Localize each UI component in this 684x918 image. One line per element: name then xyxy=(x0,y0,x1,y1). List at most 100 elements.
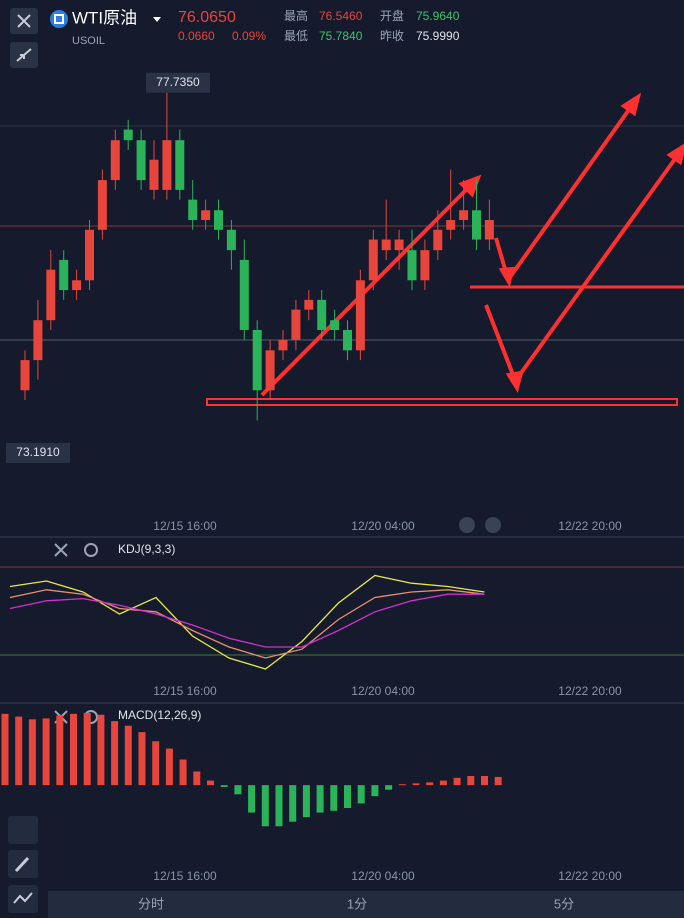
macd-bar xyxy=(28,719,36,786)
candle-body xyxy=(446,220,456,230)
last-price: 76.0650 xyxy=(178,9,236,26)
macd-bar xyxy=(15,716,23,786)
macd-bar xyxy=(467,776,475,786)
candle-body xyxy=(123,129,133,141)
tab[interactable]: 5分 xyxy=(554,896,574,911)
candle-body xyxy=(407,250,417,281)
macd-bar xyxy=(453,777,461,786)
price-change: 0.0660 xyxy=(178,29,215,43)
stat-value: 75.9990 xyxy=(416,29,460,43)
macd-bar xyxy=(398,784,406,786)
tab[interactable]: 1分 xyxy=(347,896,367,911)
close-icon xyxy=(17,14,31,28)
x-tick-label: 12/15 16:00 xyxy=(153,684,217,698)
candle-body xyxy=(46,269,56,321)
tab[interactable]: 分时 xyxy=(138,896,164,911)
macd-bar xyxy=(302,785,310,818)
candle-body xyxy=(20,360,30,391)
scroll-dot[interactable] xyxy=(459,517,475,533)
candle-body xyxy=(214,210,223,230)
tool-button[interactable] xyxy=(8,816,38,844)
macd-bar xyxy=(111,721,119,786)
indicator-line xyxy=(9,574,485,670)
candle-body xyxy=(136,140,146,181)
macd-bar xyxy=(83,712,91,786)
macd-bar xyxy=(70,713,77,786)
macd-bar xyxy=(42,718,50,786)
candle-body xyxy=(317,299,327,330)
macd-bar xyxy=(275,785,283,827)
candle-body xyxy=(420,250,430,281)
x-tick-label: 12/22 20:00 xyxy=(558,519,622,533)
candle-body xyxy=(394,239,404,251)
stat-value: 76.5460 xyxy=(319,9,363,23)
x-tick-label: 12/15 16:00 xyxy=(153,869,217,883)
macd-bar xyxy=(56,715,64,786)
price-tag xyxy=(146,72,210,93)
candle-body xyxy=(265,350,275,391)
x-tick-label: 12/20 04:00 xyxy=(351,519,415,533)
macd-bar xyxy=(124,725,132,786)
price-label: 77.7350 xyxy=(156,75,200,89)
candle-body xyxy=(175,140,185,190)
candle-body xyxy=(368,239,378,281)
macd-bar xyxy=(385,785,393,790)
stat-label: 最低 xyxy=(284,29,308,43)
price-change-pct: 0.09% xyxy=(232,29,266,43)
macd-bar xyxy=(97,714,105,786)
price-tag xyxy=(6,442,70,463)
candle-body xyxy=(149,159,159,190)
candle-body xyxy=(484,220,494,240)
macd-bar xyxy=(248,785,256,813)
settings-icon[interactable] xyxy=(84,543,98,557)
candle-body xyxy=(459,210,469,221)
tab-bar xyxy=(48,891,684,918)
macd-bar xyxy=(234,785,242,795)
candle-body xyxy=(226,229,236,251)
candle-body xyxy=(252,329,262,391)
x-tick-label: 12/20 04:00 xyxy=(351,869,415,883)
candle-body xyxy=(355,280,365,351)
macd-bar xyxy=(371,785,379,797)
scroll-dot[interactable] xyxy=(485,517,501,533)
symbol-name[interactable]: WTI原油 xyxy=(72,8,137,27)
stat-label: 昨收 xyxy=(380,29,404,43)
symbol-code: USOIL xyxy=(72,35,105,47)
candle-body xyxy=(304,299,314,310)
close-indicator[interactable] xyxy=(54,543,68,557)
x-tick-label: 12/15 16:00 xyxy=(153,519,217,533)
collapse-icon xyxy=(16,48,32,62)
macd-bar xyxy=(1,713,9,786)
symbol-icon-inner xyxy=(54,14,64,24)
candle-body xyxy=(278,339,288,351)
candle-body xyxy=(201,210,211,221)
stat-label: 最高 xyxy=(284,8,308,23)
chart-icon xyxy=(13,892,33,904)
macd-bar xyxy=(481,776,488,786)
macd-bar xyxy=(439,780,447,786)
macd-bar xyxy=(261,785,269,827)
x-tick-label: 12/22 20:00 xyxy=(558,684,622,698)
stat-value: 75.7840 xyxy=(319,29,363,43)
macd-bar xyxy=(138,732,146,786)
macd-bar xyxy=(494,776,502,786)
indicator-title: MACD(12,26,9) xyxy=(118,708,201,722)
macd-bar xyxy=(316,785,324,813)
candle-body xyxy=(433,229,443,251)
macd-bar xyxy=(207,780,214,786)
x-tick-label: 12/20 04:00 xyxy=(351,684,415,698)
candle-body xyxy=(472,210,481,240)
pen-icon xyxy=(14,856,30,873)
candle-body xyxy=(381,239,391,251)
macd-bar xyxy=(289,785,297,822)
stat-label: 开盘 xyxy=(380,8,404,23)
macd-bar xyxy=(426,782,434,786)
price-label: 73.1910 xyxy=(16,445,60,459)
indicator-line xyxy=(9,593,485,648)
candle-body xyxy=(33,320,43,361)
macd-bar xyxy=(330,785,338,811)
dropdown-icon xyxy=(153,17,161,22)
stat-value: 75.9640 xyxy=(416,9,460,23)
